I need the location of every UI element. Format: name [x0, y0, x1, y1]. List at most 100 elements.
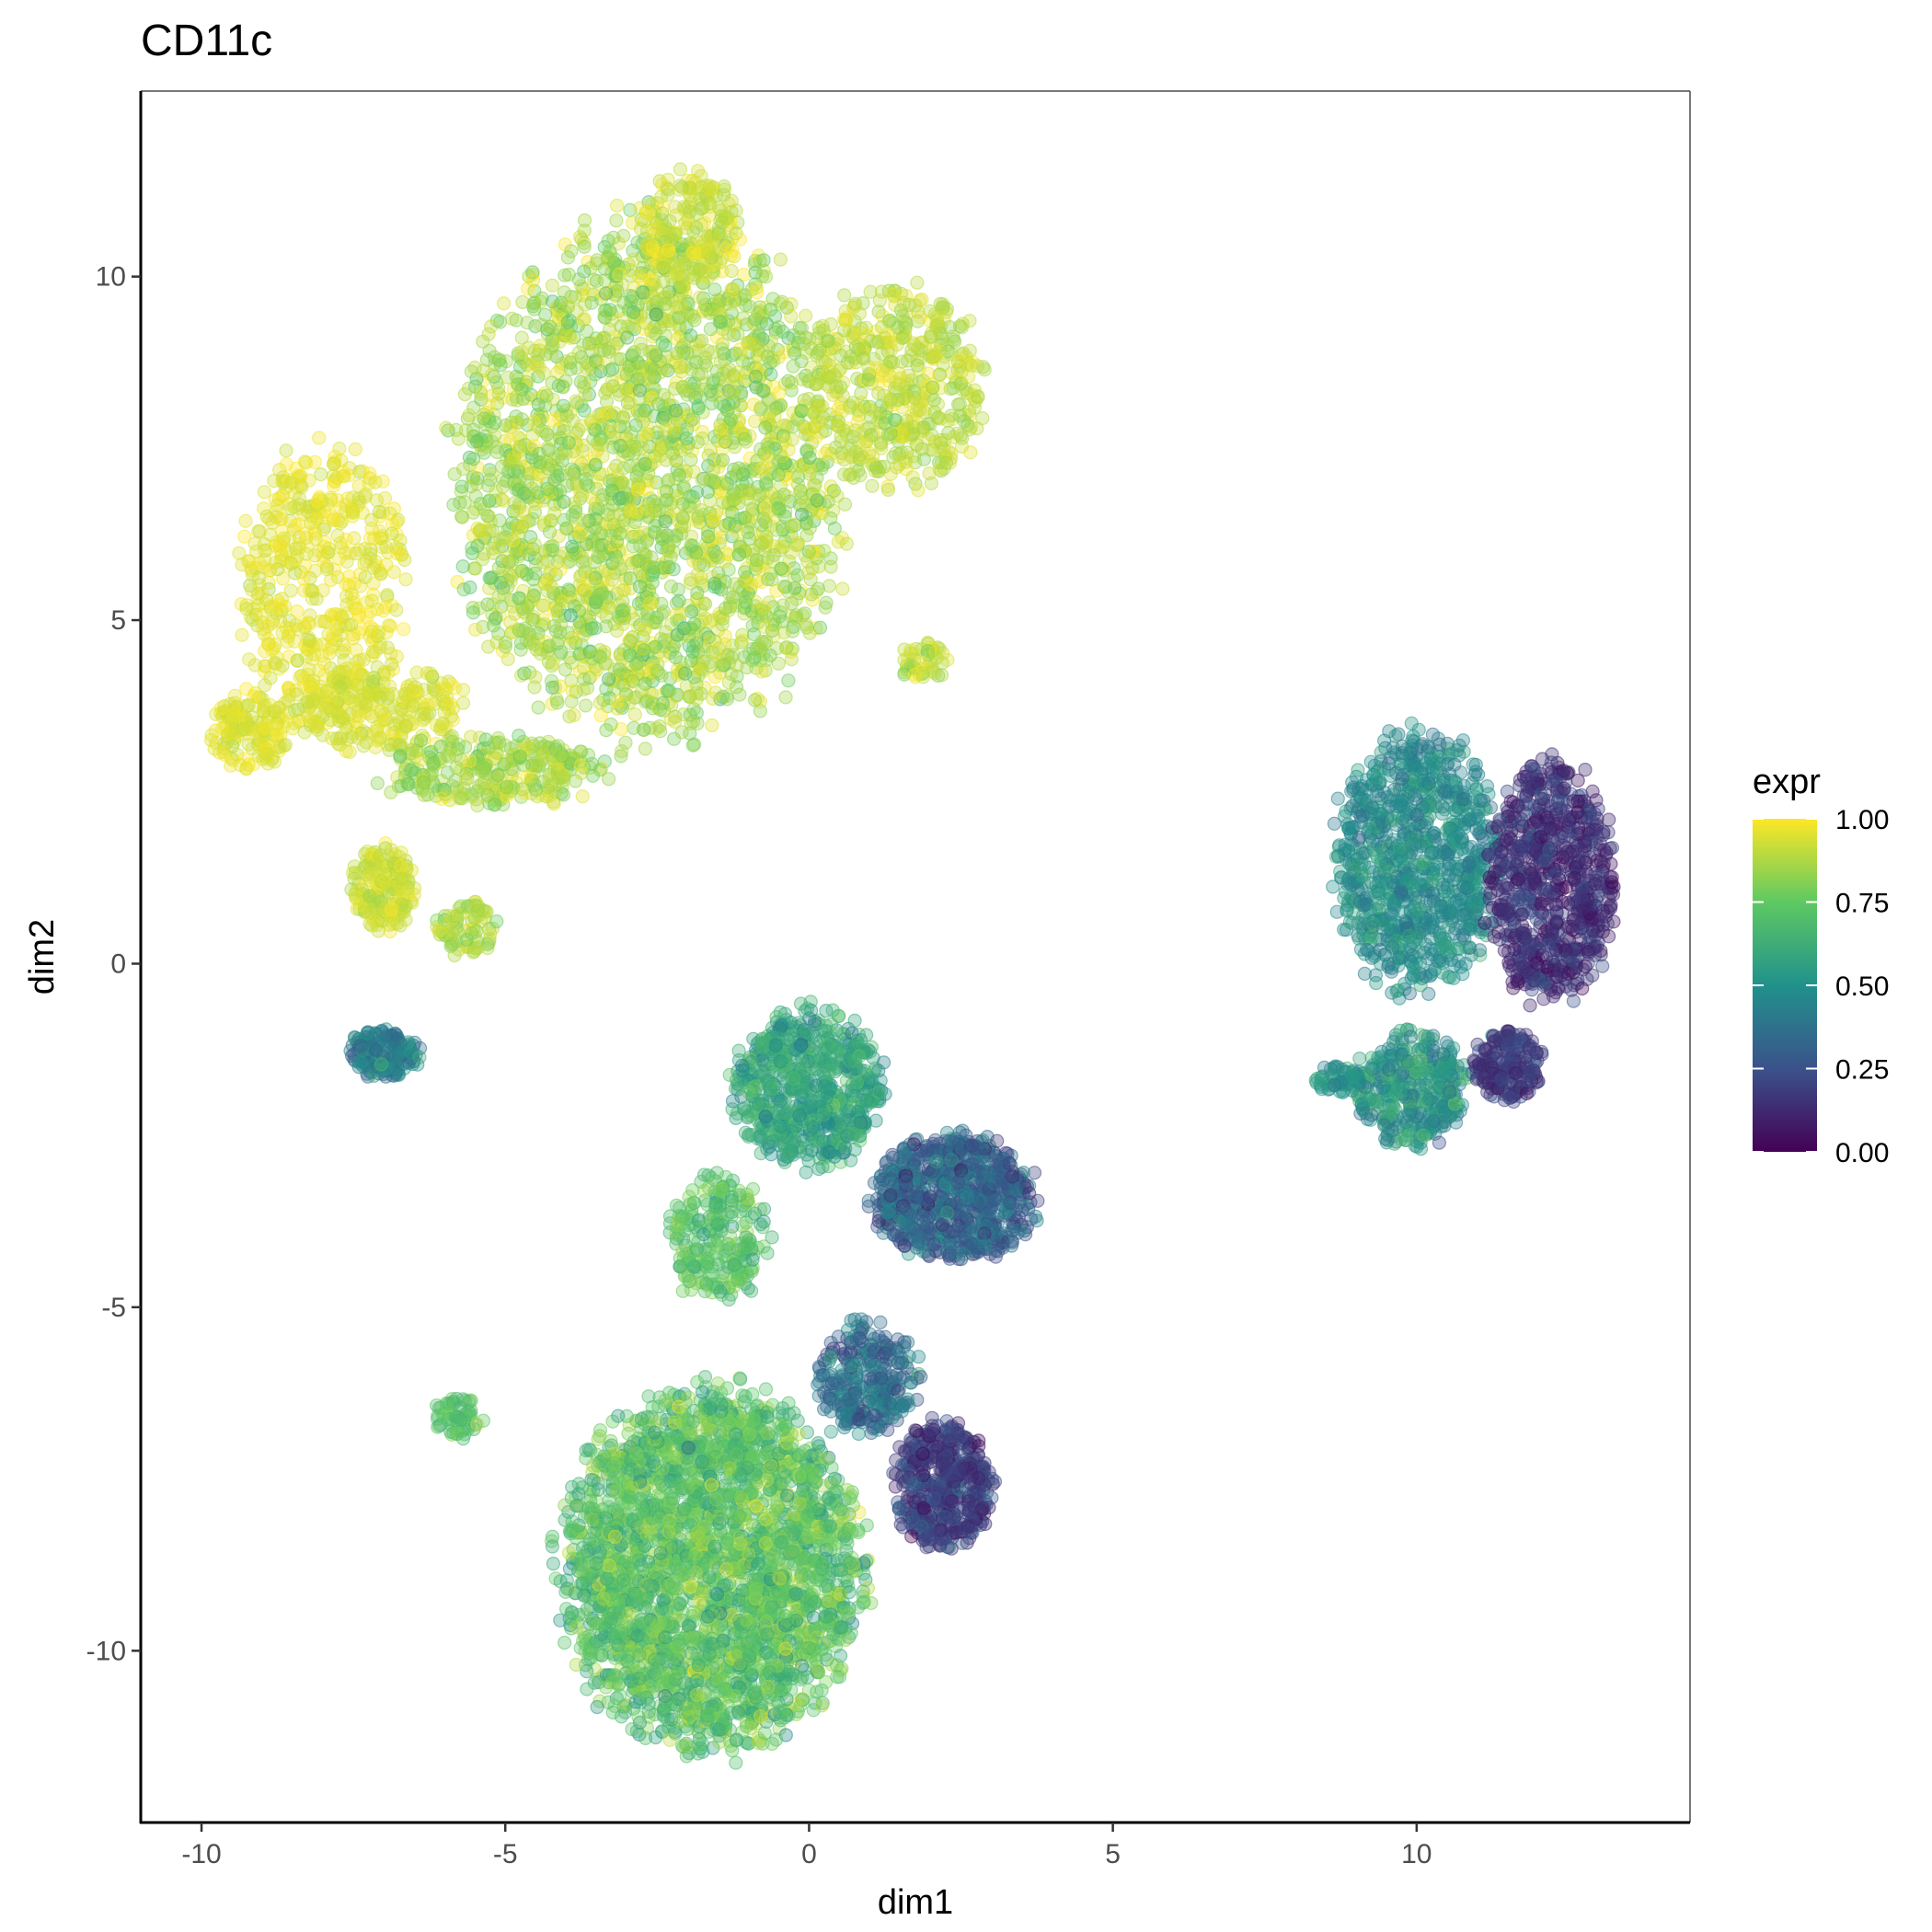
data-point: [653, 448, 668, 463]
data-point: [273, 537, 288, 552]
data-point: [627, 707, 643, 722]
data-point: [364, 593, 379, 608]
data-point: [975, 411, 990, 426]
data-point: [257, 700, 271, 715]
data-point: [956, 384, 971, 398]
data-point: [773, 605, 788, 620]
data-point: [610, 694, 625, 709]
data-point: [716, 188, 731, 202]
data-point: [362, 889, 377, 903]
data-point: [446, 497, 461, 512]
data-point: [239, 682, 254, 696]
data-point: [715, 477, 730, 491]
data-point: [213, 700, 228, 716]
data-point: [454, 479, 469, 494]
data-point: [377, 876, 392, 891]
data-point: [612, 558, 627, 572]
data-point: [673, 298, 688, 313]
data-point: [624, 439, 638, 454]
data-point: [262, 512, 277, 526]
data-point: [462, 753, 477, 768]
data-point: [732, 232, 748, 247]
data-point: [638, 742, 653, 756]
data-point: [758, 476, 773, 490]
data-point: [373, 848, 387, 863]
data-point: [497, 588, 512, 603]
data-point: [456, 462, 471, 477]
data-point: [927, 405, 942, 420]
data-point: [856, 351, 871, 366]
data-point: [719, 692, 735, 707]
data-point: [636, 414, 650, 429]
data-point: [374, 1023, 389, 1039]
data-point: [658, 296, 673, 311]
data-point: [349, 890, 363, 904]
data-point: [325, 509, 339, 524]
data-point: [457, 387, 472, 402]
data-point: [550, 604, 565, 618]
data-point: [372, 504, 386, 520]
data-point: [713, 213, 728, 228]
data-point: [925, 380, 940, 395]
data-point: [603, 244, 617, 259]
data-point: [802, 331, 817, 347]
data-point: [639, 205, 655, 220]
data-point: [592, 587, 607, 603]
data-point: [512, 472, 527, 487]
data-point: [938, 455, 954, 470]
data-point: [622, 696, 637, 710]
data-point: [487, 350, 502, 364]
data-point: [360, 1026, 374, 1041]
data-point: [573, 758, 589, 773]
data-point: [561, 435, 576, 450]
data-point: [581, 478, 596, 493]
data-point: [832, 363, 846, 378]
data-point: [602, 344, 616, 359]
data-point: [802, 451, 817, 466]
data-point: [802, 464, 817, 478]
data-point: [684, 716, 698, 730]
data-point: [394, 1045, 408, 1060]
data-point: [616, 666, 631, 681]
data-point: [253, 740, 268, 754]
data-point: [437, 705, 452, 720]
data-point: [321, 541, 336, 556]
data-point: [489, 611, 503, 626]
data-point: [818, 600, 833, 615]
data-point: [333, 731, 348, 746]
data-point: [726, 296, 741, 311]
data-point: [393, 716, 408, 730]
data-point: [643, 596, 658, 611]
data-point: [615, 616, 630, 632]
data-point: [468, 622, 483, 638]
data-point: [724, 282, 739, 296]
data-point: [748, 487, 763, 501]
data-point: [627, 252, 641, 267]
data-point: [961, 369, 976, 384]
data-point: [732, 687, 747, 702]
data-point: [684, 453, 698, 467]
data-point: [800, 554, 815, 569]
data-point: [303, 633, 317, 649]
data-point: [519, 633, 534, 648]
data-point: [606, 230, 621, 245]
data-point: [661, 243, 676, 258]
data-point: [695, 472, 709, 488]
data-point: [676, 379, 691, 394]
data-point: [673, 360, 688, 374]
data-point: [600, 656, 615, 671]
data-point: [748, 369, 764, 384]
data-point: [758, 533, 774, 547]
data-point: [799, 308, 813, 323]
data-point: [242, 652, 257, 667]
data-point: [393, 749, 408, 765]
data-point: [376, 712, 391, 728]
data-point: [612, 267, 627, 282]
data-point: [564, 244, 579, 259]
data-point: [629, 504, 644, 519]
data-point: [741, 336, 756, 351]
data-point: [530, 358, 545, 374]
data-point: [439, 420, 454, 435]
data-point: [736, 267, 752, 282]
data-point: [682, 216, 696, 231]
